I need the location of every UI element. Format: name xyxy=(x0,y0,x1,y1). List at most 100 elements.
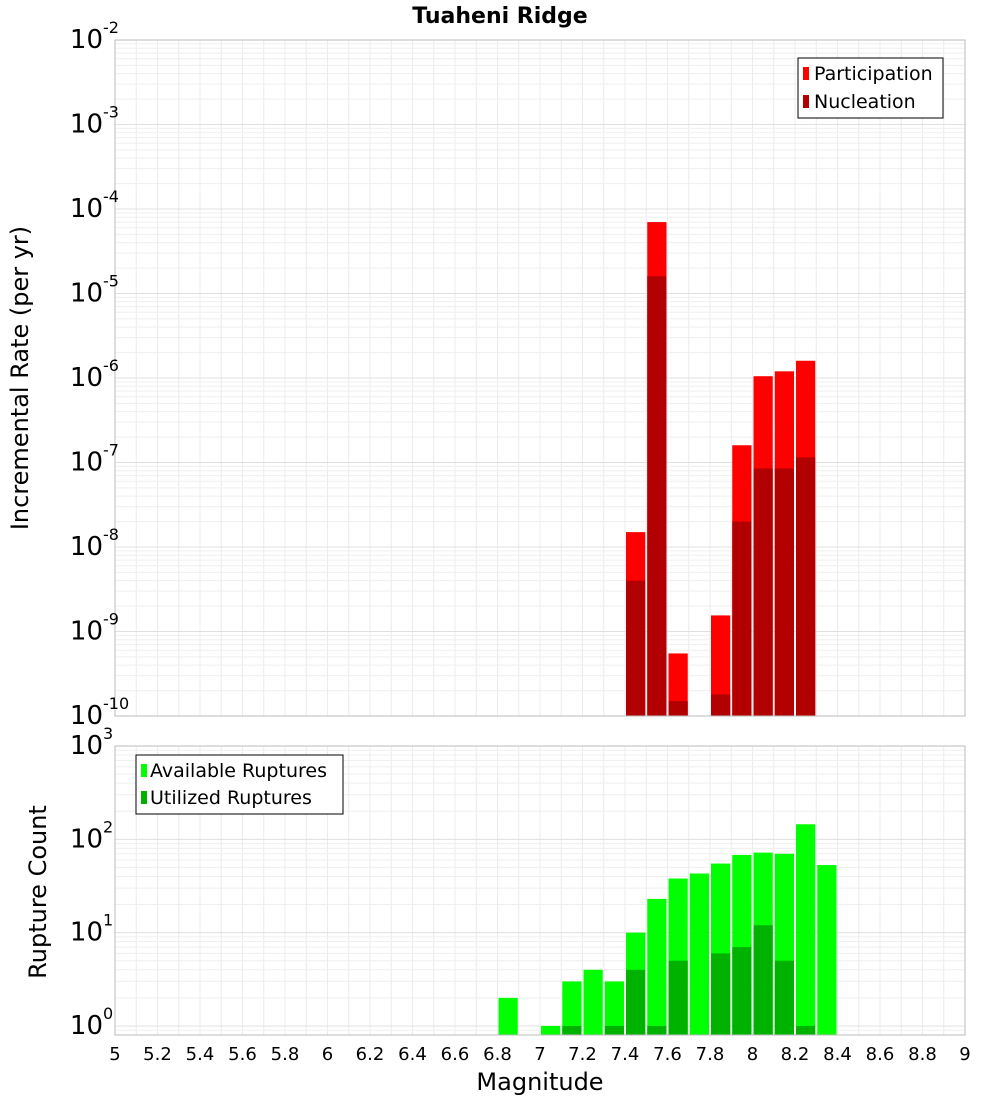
legend-swatch-nucleation xyxy=(803,95,809,108)
x-tick-label: 6.4 xyxy=(398,1044,427,1065)
y-tick-exponent: -7 xyxy=(103,441,119,460)
y-tick-exponent: -6 xyxy=(103,356,119,375)
bottom-y-axis-label: Rupture Count xyxy=(24,805,52,979)
bar-available xyxy=(498,997,518,1035)
y-tick-base: 10 xyxy=(70,194,103,224)
bar-available xyxy=(541,1025,561,1035)
x-tick-label: 7.4 xyxy=(611,1044,640,1065)
bottom-plot-border xyxy=(114,745,966,1036)
x-tick-label: 5.4 xyxy=(186,1044,215,1065)
y-tick-exponent: -4 xyxy=(103,187,119,206)
bar-available xyxy=(796,824,816,1035)
bar-utilized xyxy=(647,1025,667,1035)
x-axis-label: Magnitude xyxy=(476,1068,603,1096)
legend-swatch-participation xyxy=(803,67,809,80)
x-tick-label: 5.6 xyxy=(228,1044,257,1065)
top-bars xyxy=(626,222,816,716)
y-tick-exponent: -5 xyxy=(103,272,119,291)
bar-nucleation xyxy=(711,694,731,716)
legend-label-available: Available Ruptures xyxy=(150,760,327,782)
bar-participation xyxy=(668,653,688,716)
x-tick-label: 7.8 xyxy=(696,1044,725,1065)
bar-nucleation xyxy=(796,457,816,716)
bar-utilized xyxy=(753,925,773,1035)
bar-participation xyxy=(711,615,731,716)
bar-nucleation xyxy=(732,521,752,716)
top-y-axis-label: Incremental Rate (per yr) xyxy=(6,226,34,530)
y-tick-base: 10 xyxy=(70,25,103,55)
top-legend-box xyxy=(797,57,944,119)
x-tick-label: 9 xyxy=(959,1044,970,1065)
y-tick-base: 10 xyxy=(70,448,103,478)
y-tick-base: 10 xyxy=(70,1011,103,1041)
top-grid xyxy=(114,40,966,717)
x-tick-label: 8.4 xyxy=(823,1044,852,1065)
top-legend: Participation Nucleation xyxy=(797,57,944,119)
y-tick-exponent: -3 xyxy=(103,103,119,122)
y-tick-exponent: 2 xyxy=(103,817,113,836)
x-tick-label: 6.6 xyxy=(441,1044,470,1065)
y-tick-exponent: -2 xyxy=(103,18,119,37)
legend-swatch-available xyxy=(141,764,147,777)
legend-swatch-utilized xyxy=(141,791,147,804)
x-tick-label: 5.8 xyxy=(271,1044,300,1065)
bar-utilized xyxy=(668,960,688,1035)
bar-available xyxy=(583,969,603,1035)
top-panel: 10-210-310-410-510-610-710-810-910-10 In… xyxy=(6,18,966,731)
bottom-legend-box xyxy=(135,754,344,815)
bar-nucleation xyxy=(774,468,794,716)
chart-title: Tuaheni Ridge xyxy=(412,4,587,29)
legend-label-nucleation: Nucleation xyxy=(814,91,916,113)
bar-nucleation xyxy=(668,701,688,716)
y-tick-base: 10 xyxy=(70,824,103,854)
y-tick-base: 10 xyxy=(70,532,103,562)
y-tick-base: 10 xyxy=(70,110,103,140)
y-tick-base: 10 xyxy=(70,279,103,309)
x-tick-label: 8 xyxy=(747,1044,758,1065)
x-tick-label: 5.2 xyxy=(143,1044,172,1065)
legend-label-participation: Participation xyxy=(814,63,933,85)
x-tick-label: 7.2 xyxy=(568,1044,597,1065)
x-tick-label: 7 xyxy=(534,1044,545,1065)
y-tick-exponent: 3 xyxy=(103,724,113,743)
bar-utilized xyxy=(711,953,731,1035)
bar-utilized xyxy=(562,1025,582,1035)
x-tick-label: 5 xyxy=(109,1044,120,1065)
x-tick-label: 6.8 xyxy=(483,1044,512,1065)
x-ticks: 5 5.2 5.4 5.6 5.8 6 6.2 6.4 6.6 6.8 7 7.2 7.4 7.6 7.8 8… xyxy=(109,1044,970,1065)
bar-available xyxy=(689,873,709,1035)
bar-available xyxy=(817,865,837,1035)
bar-available xyxy=(562,981,582,1035)
y-tick-base: 10 xyxy=(70,918,103,948)
x-tick-label: 8.6 xyxy=(866,1044,895,1065)
top-plot-border xyxy=(114,39,966,717)
bottom-bars xyxy=(498,824,837,1035)
y-tick-base: 10 xyxy=(70,731,103,761)
x-tick-label: 8.2 xyxy=(781,1044,810,1065)
x-tick-label: 7.6 xyxy=(653,1044,682,1065)
bar-nucleation xyxy=(647,276,667,716)
x-tick-label: 6.2 xyxy=(356,1044,385,1065)
x-tick-label: 6 xyxy=(322,1044,333,1065)
y-tick-exponent: -8 xyxy=(103,525,119,544)
y-tick-base: 10 xyxy=(70,617,103,647)
bar-utilized xyxy=(774,960,794,1035)
bar-available xyxy=(647,898,667,1035)
y-tick-exponent: 0 xyxy=(103,1004,113,1023)
bar-utilized xyxy=(796,1025,816,1035)
y-tick-exponent: -9 xyxy=(103,610,119,629)
bar-utilized xyxy=(604,1025,624,1035)
y-tick-exponent: 1 xyxy=(103,911,113,930)
y-tick-base: 10 xyxy=(70,363,103,393)
y-tick-exponent: -10 xyxy=(103,694,129,713)
top-y-ticks: 10-210-310-410-510-610-710-810-910-10 xyxy=(70,18,129,731)
bottom-legend: Available Ruptures Utilized Ruptures xyxy=(135,754,344,815)
bar-utilized xyxy=(626,969,646,1035)
legend-label-utilized: Utilized Ruptures xyxy=(150,787,312,809)
bar-nucleation xyxy=(626,580,646,716)
bar-available xyxy=(604,981,624,1035)
y-tick-base: 10 xyxy=(70,701,103,731)
